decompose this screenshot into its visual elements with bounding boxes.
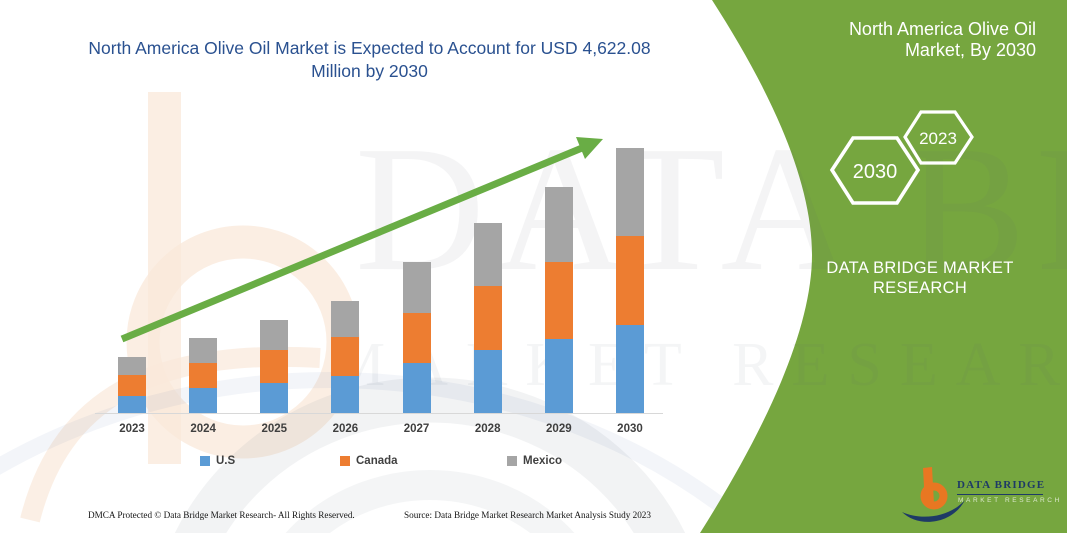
bar-segment-us-2030 [615, 324, 644, 413]
bar-segment-mexico-2029 [544, 186, 573, 262]
watermark-text-market-research: MARKET RESEARCH [330, 331, 1067, 399]
bar-segment-mexico-2027 [402, 261, 431, 313]
x-axis-label-2030: 2030 [617, 423, 643, 435]
footer-source: Source: Data Bridge Market Research Mark… [404, 510, 651, 520]
legend-item-canada: Canada [340, 455, 398, 467]
x-axis-label-2029: 2029 [546, 423, 572, 435]
legend-item-mexico: Mexico [507, 455, 562, 467]
bar-segment-canada-2026 [331, 337, 360, 377]
bar-segment-mexico-2024 [189, 338, 218, 363]
bar-segment-us-2023 [118, 396, 146, 413]
hexagon-2030-label: 2030 [853, 161, 898, 183]
x-axis-label-2028: 2028 [474, 423, 501, 435]
hexagon-2023-icon [903, 110, 974, 165]
x-axis-label-2026: 2026 [332, 423, 359, 435]
logo-subtitle: MARKET RESEARCH [958, 497, 1062, 504]
bar-segment-mexico-2030 [615, 148, 644, 236]
legend-swatch-icon [507, 456, 517, 466]
x-axis-label-2023: 2023 [119, 423, 145, 435]
x-axis-label-2024: 2024 [190, 423, 216, 435]
legend-item-us: U.S [200, 455, 235, 467]
x-axis-line [95, 413, 663, 414]
bar-segment-canada-2024 [189, 363, 218, 388]
watermark-b-logo-icon [20, 92, 360, 523]
bar-segment-us-2028 [473, 349, 502, 413]
bar-segment-canada-2029 [544, 261, 573, 339]
x-axis-label-2027: 2027 [403, 423, 430, 435]
bar-segment-us-2024 [189, 388, 218, 413]
bar-segment-us-2029 [544, 338, 573, 413]
bar-segment-canada-2028 [473, 286, 502, 350]
bar-segment-mexico-2025 [260, 320, 289, 350]
bar-segment-canada-2030 [615, 236, 644, 325]
panel-heading: North America Olive Oil Market, By 2030 [848, 19, 1036, 60]
trend-arrow-head-icon [576, 137, 603, 159]
legend-swatch-icon [340, 456, 350, 466]
bar-segment-mexico-2023 [118, 357, 146, 376]
bar-segment-us-2025 [260, 383, 289, 413]
legend-label: Canada [356, 455, 398, 467]
brand-name: DATA BRIDGE MARKET RESEARCH [826, 259, 1014, 297]
chart-title: North America Olive Oil Market is Expect… [88, 38, 651, 81]
logo-wordmark: DATA BRIDGE [957, 479, 1046, 491]
bar-segment-us-2026 [331, 376, 360, 413]
bar-segment-canada-2023 [118, 375, 146, 396]
hexagon-2023-label: 2023 [919, 129, 957, 148]
bar-segment-mexico-2026 [331, 301, 360, 338]
footer-copyright: DMCA Protected © Data Bridge Market Rese… [88, 510, 355, 520]
logo-divider [957, 494, 1043, 495]
legend-swatch-icon [200, 456, 210, 466]
hexagon-2030-icon [829, 136, 921, 205]
legend-label: Mexico [523, 455, 562, 467]
bar-segment-canada-2027 [402, 313, 431, 363]
x-axis-label-2025: 2025 [261, 423, 288, 435]
legend-label: U.S [216, 455, 236, 467]
bar-segment-canada-2025 [260, 349, 289, 383]
bar-segment-us-2027 [402, 363, 431, 413]
bar-segment-mexico-2028 [473, 222, 502, 286]
